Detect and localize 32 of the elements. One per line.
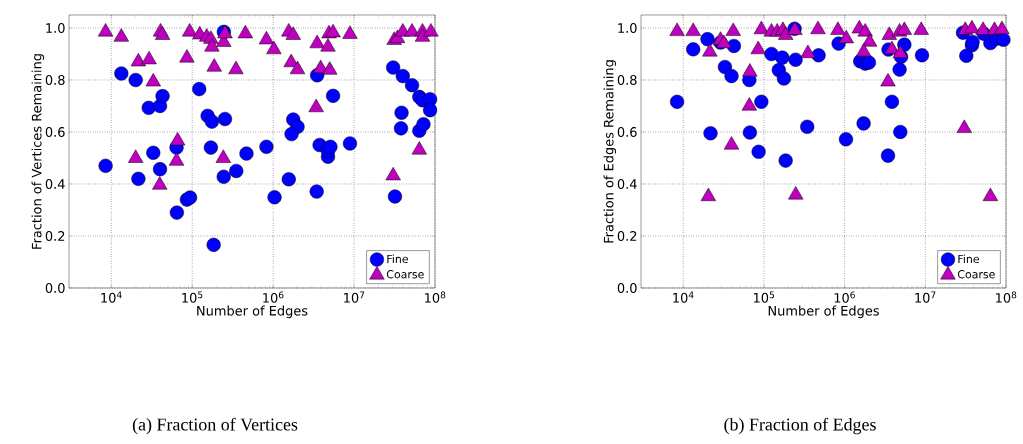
x-tick-label: 10$^{4}$ xyxy=(101,291,122,303)
y-tick-label: 0.6 xyxy=(45,127,65,137)
legend-label: Fine xyxy=(387,254,408,264)
y-tick-label: 0.0 xyxy=(45,283,65,293)
text: (b) Fraction of Edges xyxy=(724,417,876,435)
x-tick-label: 10$^{6}$ xyxy=(834,291,855,303)
x-tick-label: 10$^{5}$ xyxy=(753,291,774,303)
y-tick-label: 1.0 xyxy=(46,23,65,33)
y-tick-label: 0.8 xyxy=(617,75,637,85)
text: (a) Fraction of Vertices xyxy=(132,417,298,435)
x-tick-label: 10$^{5}$ xyxy=(182,291,203,303)
x-axis-title: Number of Edges xyxy=(768,305,879,319)
legend-label: Coarse xyxy=(957,270,995,279)
x-tick-label: 10$^{8}$ xyxy=(425,291,446,303)
legend-label: Fine xyxy=(958,254,979,264)
y-tick-label: 0.2 xyxy=(45,231,65,241)
x-tick-label: 10$^{4}$ xyxy=(673,291,694,303)
x-tick-label: 10$^{6}$ xyxy=(263,291,284,303)
x-tick-label: 10$^{7}$ xyxy=(344,291,365,303)
y-tick-label: 0.8 xyxy=(45,75,65,85)
y-tick-label: 0.4 xyxy=(45,179,65,189)
x-tick-label: 10$^{7}$ xyxy=(915,291,936,303)
y-tick-label: 0.6 xyxy=(617,127,637,137)
x-axis-title: Number of Edges xyxy=(197,305,308,319)
legend-label: Coarse xyxy=(386,270,424,279)
y-axis-title: Fraction of Vertices Remaining xyxy=(31,54,45,249)
y-tick-label: 0.0 xyxy=(617,283,637,293)
x-tick-label: 10$^{8}$ xyxy=(996,291,1017,303)
y-tick-label: 0.2 xyxy=(617,231,637,241)
y-tick-label: 1.0 xyxy=(618,23,637,33)
y-tick-label: 0.4 xyxy=(617,179,637,189)
y-axis-title: Fraction of Edges Remaining xyxy=(603,60,617,243)
